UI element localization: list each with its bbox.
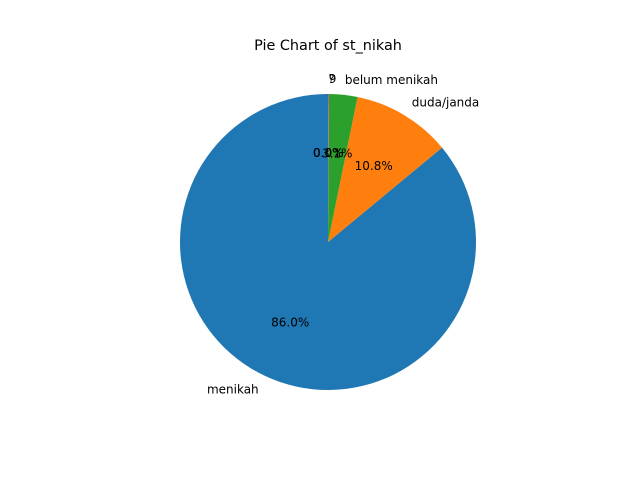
percent-label-duda-janda: 10.8% bbox=[355, 159, 393, 173]
percent-label-9: 0.0% bbox=[313, 146, 344, 160]
chart-title: Pie Chart of st_nikah bbox=[254, 38, 402, 54]
category-label-other: ? bbox=[328, 72, 334, 86]
category-label-menikah: menikah bbox=[207, 382, 259, 396]
category-label-belum-menikah: belum menikah bbox=[345, 73, 438, 87]
category-label-duda-janda: duda/janda bbox=[412, 95, 480, 109]
percent-labels: 86.0%10.8%3.1%0.0%0.0% bbox=[271, 146, 393, 329]
percent-label-menikah: 86.0% bbox=[271, 315, 309, 329]
pie-slice-duda-janda bbox=[328, 96, 443, 243]
pie-slice-9 bbox=[328, 94, 329, 242]
category-labels: menikah duda/janda belum menikah 9? bbox=[207, 72, 479, 396]
pie-slices bbox=[179, 94, 477, 390]
pie-slice-belum-menikah bbox=[328, 94, 358, 242]
percent-label-belum-menikah: 3.1% bbox=[322, 147, 353, 161]
percent-label-other: 0.0% bbox=[313, 146, 344, 160]
category-label-9: 9 bbox=[329, 72, 337, 86]
